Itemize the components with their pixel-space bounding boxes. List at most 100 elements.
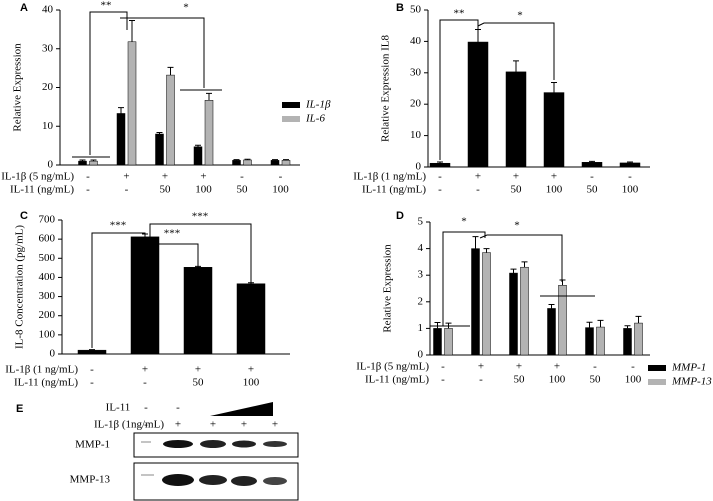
error-bar [475, 28, 481, 43]
bracket [91, 232, 146, 348]
error-bar [510, 268, 517, 274]
row-value: 100 [546, 184, 563, 196]
annotation: ** [101, 0, 112, 12]
y-tick-label: 300 [39, 290, 56, 302]
error-bar [206, 92, 212, 101]
row-value: + [142, 364, 148, 376]
annotation: *** [110, 220, 127, 232]
bar [543, 92, 565, 168]
y-tick-label: 100 [39, 328, 56, 340]
bracket [149, 223, 252, 290]
bar [155, 133, 164, 166]
bar [232, 160, 241, 166]
legend-swatch [282, 102, 300, 108]
annotation: * [461, 216, 467, 228]
row-value: 100 [625, 374, 642, 386]
y-tick-label: 10 [410, 129, 422, 141]
error-bar [437, 161, 443, 164]
row-value: + [200, 171, 206, 183]
row-value: - [279, 171, 283, 183]
annotation: *** [164, 228, 181, 240]
bracket [150, 243, 199, 272]
annotation: * [517, 10, 523, 22]
y-tick-label: 30 [42, 42, 54, 54]
lane-label: - [144, 402, 148, 414]
row-value: 100 [272, 184, 289, 196]
row-value: + [248, 364, 254, 376]
bar [482, 252, 491, 356]
error-bar [79, 159, 86, 162]
row-value: - [143, 377, 147, 389]
lane-label: + [210, 419, 216, 431]
row-value: + [162, 171, 168, 183]
row-label: MMP-1 [75, 439, 110, 451]
row-value: + [195, 364, 201, 376]
row-label: IL-11 (ng/mL) [10, 184, 74, 196]
y-tick-label: 400 [39, 271, 56, 283]
error-bar [244, 158, 251, 160]
row-label: IL-1β (1ng/mL) [94, 419, 164, 431]
error-bar [195, 144, 201, 147]
y-tick-label: 0 [418, 349, 424, 361]
row-label: IL-1β (1 ng/mL) [353, 171, 426, 183]
y-axis-label: Relative Expression [12, 43, 24, 132]
bar [89, 160, 98, 166]
row-label: IL-1β (1 ng/mL) [5, 364, 78, 376]
row-value: - [593, 361, 597, 373]
bar [183, 267, 213, 355]
lane-label: + [241, 419, 247, 431]
bar [281, 160, 291, 166]
bar [433, 328, 442, 356]
bracket [89, 11, 128, 155]
error-bar [90, 159, 97, 162]
error-bar [624, 325, 631, 329]
row-label: IL-1β (5 ng/mL) [356, 361, 429, 373]
bar [166, 74, 175, 166]
bar [581, 162, 603, 168]
row-value: 50 [514, 374, 526, 386]
bar [270, 160, 280, 166]
annotation: *** [192, 211, 209, 223]
error-bar [118, 107, 124, 114]
bar [130, 236, 160, 355]
legend-swatch [648, 365, 666, 371]
bar [243, 159, 252, 166]
row-value: + [475, 171, 481, 183]
row-label: IL-11 (ng/mL) [365, 374, 429, 386]
y-tick-label: 4 [418, 242, 424, 254]
row-value: - [438, 171, 442, 183]
y-tick-label: 40 [410, 35, 422, 47]
row-value: - [479, 374, 483, 386]
row-value: 50 [193, 377, 205, 389]
bands [141, 440, 287, 486]
error-bar [589, 160, 595, 163]
legend-label: MMP-13 [671, 376, 712, 388]
row-value: 100 [622, 184, 639, 196]
y-tick-label: 20 [410, 98, 422, 110]
lane-label: - [176, 402, 180, 414]
bracket [439, 19, 479, 160]
lane-label: + [175, 419, 181, 431]
error-bar [434, 322, 441, 329]
legend-label: IL-6 [305, 113, 325, 125]
panel-label: B [396, 2, 404, 14]
bar [619, 162, 641, 168]
error-bar [89, 349, 95, 351]
bar [585, 327, 594, 356]
bar [236, 283, 266, 355]
bar [204, 100, 214, 166]
row-value: + [513, 171, 519, 183]
lane-label: + [272, 419, 278, 431]
lane-label: - [144, 419, 148, 431]
error-bar [521, 261, 528, 268]
panel-label: E [16, 403, 23, 415]
legend-swatch [282, 116, 300, 122]
bracket [479, 234, 563, 282]
row-value: - [240, 171, 244, 183]
bar [505, 71, 527, 168]
row-value: + [516, 361, 522, 373]
y-axis-label: Relative Expression [382, 244, 394, 333]
row-value: - [441, 361, 445, 373]
y-tick-label: 40 [42, 4, 54, 16]
y-tick-label: 3 [418, 269, 424, 281]
